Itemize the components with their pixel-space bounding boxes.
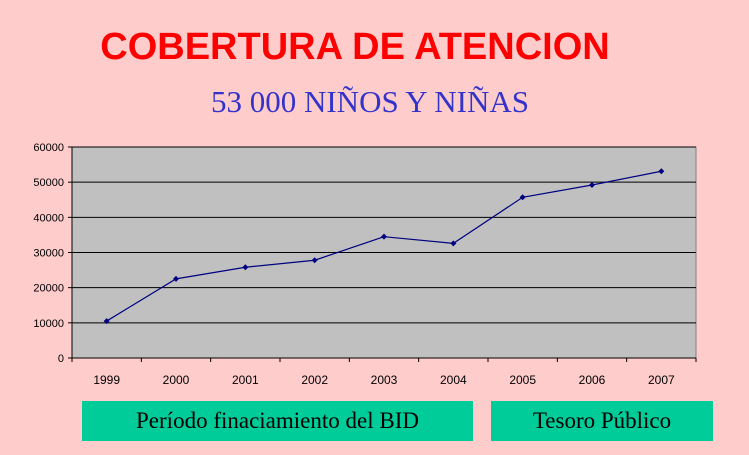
bid-period-label: Período finaciamiento del BID <box>82 401 473 441</box>
x-tick-label: 1999 <box>93 373 120 387</box>
y-tick-label: 10000 <box>33 318 64 330</box>
x-tick-label: 2006 <box>579 373 606 387</box>
y-tick-label: 50000 <box>33 177 64 189</box>
data-point <box>589 181 595 188</box>
x-tick-label: 2001 <box>232 373 259 387</box>
tesoro-publico-label: Tesoro Público <box>491 401 713 441</box>
chart-title: COBERTURA DE ATENCION <box>100 26 610 68</box>
x-tick-label: 2007 <box>648 373 675 387</box>
y-tick-label: 20000 <box>33 283 64 295</box>
data-point <box>381 233 387 240</box>
x-tick-label: 2004 <box>440 373 467 387</box>
chart-subtitle: 53 000 NIÑOS Y NIÑAS <box>210 84 530 119</box>
y-tick-label: 40000 <box>33 212 64 224</box>
x-tick-label: 2005 <box>509 373 536 387</box>
data-point <box>519 194 526 201</box>
x-tick-label: 2000 <box>163 373 190 387</box>
x-tick-label: 2002 <box>301 373 328 387</box>
data-point <box>450 240 457 247</box>
data-point <box>103 318 110 325</box>
y-tick-label: 0 <box>58 353 64 365</box>
data-point <box>173 275 179 282</box>
data-point <box>242 264 249 271</box>
y-tick-label: 30000 <box>33 248 64 260</box>
data-point <box>311 257 318 264</box>
x-tick-label: 2003 <box>371 373 398 387</box>
y-tick-label: 60000 <box>33 142 64 154</box>
data-point <box>658 168 665 175</box>
